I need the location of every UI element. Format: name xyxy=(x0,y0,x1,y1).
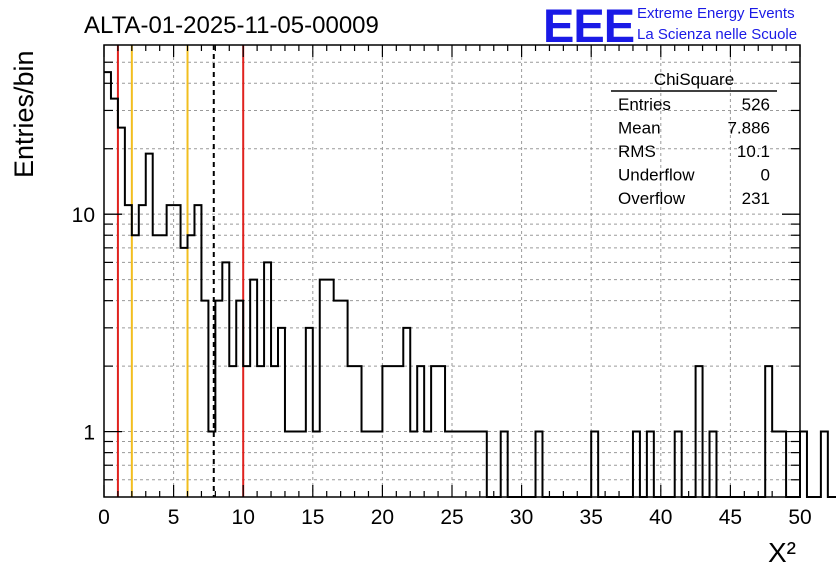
x-tick-label: 35 xyxy=(580,506,603,529)
stats-box: ChiSquare Entries 526 Mean 7.886 RMS 10.1 Unde… xyxy=(611,70,777,208)
x-tick-label: 40 xyxy=(649,506,672,529)
stats-label: RMS xyxy=(618,142,656,161)
x-tick-label: 25 xyxy=(440,506,463,529)
x-tick-label: 50 xyxy=(788,506,811,529)
x-tick-label: 30 xyxy=(510,506,533,529)
stats-value: 0 xyxy=(761,166,770,185)
chart-title: ALTA-01-2025-11-05-00009 xyxy=(84,12,379,39)
y-tick-label: 1 xyxy=(83,422,95,445)
y-tick-label: 10 xyxy=(72,204,95,227)
x-tick-label: 15 xyxy=(301,506,324,529)
stats-label: Entries xyxy=(618,95,671,114)
eee-logo-mark: EEE xyxy=(543,0,634,52)
reference-lines xyxy=(116,45,245,497)
eee-logo-line1: Extreme Energy Events xyxy=(637,5,795,22)
eee-logo-line2: La Scienza nelle Scuole xyxy=(637,26,797,43)
grid xyxy=(104,45,800,497)
x-axis-label: X² xyxy=(768,537,796,568)
tick-labels: 0 5 10 15 20 25 30 35 40 45 50 1 10 xyxy=(72,204,812,529)
x-tick-label: 0 xyxy=(98,506,110,529)
x-tick-label: 20 xyxy=(371,506,394,529)
stats-value: 526 xyxy=(742,95,770,114)
stats-value: 7.886 xyxy=(727,119,770,138)
stats-title: ChiSquare xyxy=(654,70,734,89)
stats-label: Overflow xyxy=(618,189,686,208)
stats-value: 231 xyxy=(742,189,770,208)
axis-ticks xyxy=(103,45,801,497)
stats-label: Underflow xyxy=(618,166,695,185)
stats-label: Mean xyxy=(618,119,661,138)
stats-value: 10.1 xyxy=(737,142,770,161)
y-axis-label: Entries/bin xyxy=(9,50,39,178)
x-tick-label: 45 xyxy=(719,506,742,529)
eee-logo: EEE Extreme Energy Events La Scienza nel… xyxy=(543,0,797,52)
x-tick-label: 10 xyxy=(232,506,255,529)
histogram-series xyxy=(104,71,836,498)
x-tick-label: 5 xyxy=(168,506,180,529)
